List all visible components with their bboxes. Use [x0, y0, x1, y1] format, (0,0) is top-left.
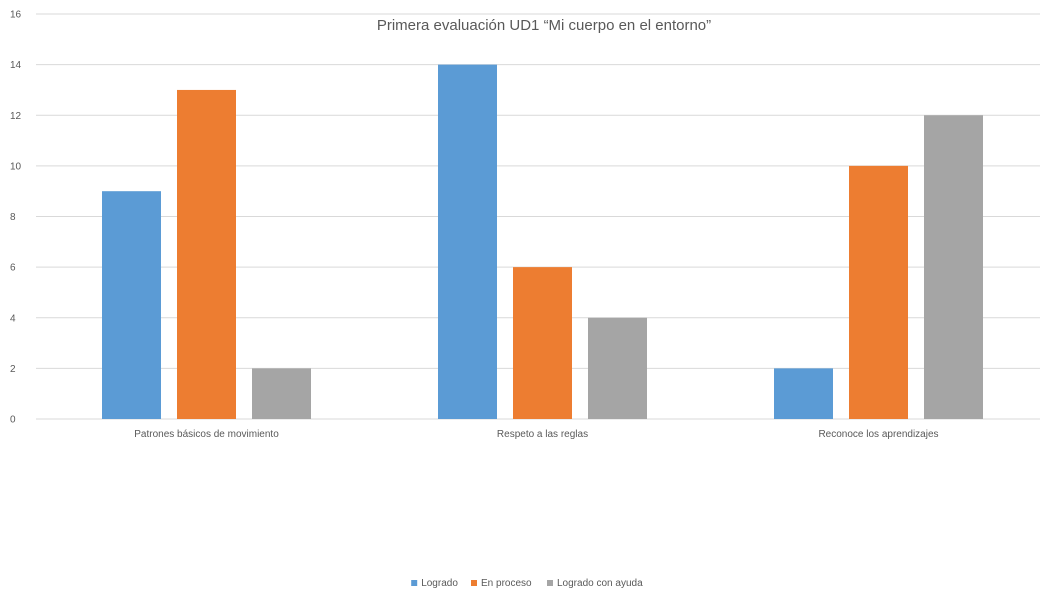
legend-label: Logrado [421, 578, 458, 589]
bar-logrado-2 [438, 64, 497, 419]
bar-logrado-1 [102, 191, 161, 419]
y-tick-label: 14 [10, 60, 22, 71]
legend-label: Logrado con ayuda [557, 578, 643, 589]
chart-title: Primera evaluación UD1 “Mi cuerpo en el … [377, 17, 711, 34]
x-category-label: Reconoce los aprendizajes [818, 429, 938, 440]
legend-swatch [547, 580, 553, 586]
bar-logrado-con-ayuda-1 [252, 368, 311, 419]
bar-logrado-3 [774, 368, 833, 419]
legend-swatch [471, 580, 477, 586]
y-tick-label: 2 [10, 364, 16, 375]
y-tick-label: 16 [10, 10, 22, 21]
y-tick-label: 12 [10, 111, 22, 122]
bar-en-proceso-3 [849, 165, 908, 419]
x-category-label: Patrones básicos de movimiento [134, 429, 279, 440]
legend-swatch [411, 580, 418, 586]
y-tick-label: 6 [10, 263, 16, 274]
legend-label: En proceso [481, 578, 532, 589]
x-category-label: Respeto a las reglas [497, 429, 588, 440]
bar-logrado-con-ayuda-2 [588, 317, 647, 419]
bar-en-proceso-2 [513, 267, 572, 419]
y-axis-ticks: 0 2 4 6 8 10 12 14 16 [10, 10, 22, 426]
bar-logrado-con-ayuda-3 [924, 115, 983, 419]
x-axis-categories: Patrones básicos de movimiento Respeto a … [134, 429, 938, 440]
y-tick-label: 10 [10, 161, 22, 172]
bar-en-proceso-1 [177, 89, 236, 419]
bars [102, 64, 983, 419]
y-tick-label: 0 [10, 415, 16, 426]
y-tick-label: 4 [10, 313, 16, 324]
y-tick-label: 8 [10, 212, 16, 223]
legend: Logrado En proceso Logrado con ayuda [411, 578, 643, 589]
